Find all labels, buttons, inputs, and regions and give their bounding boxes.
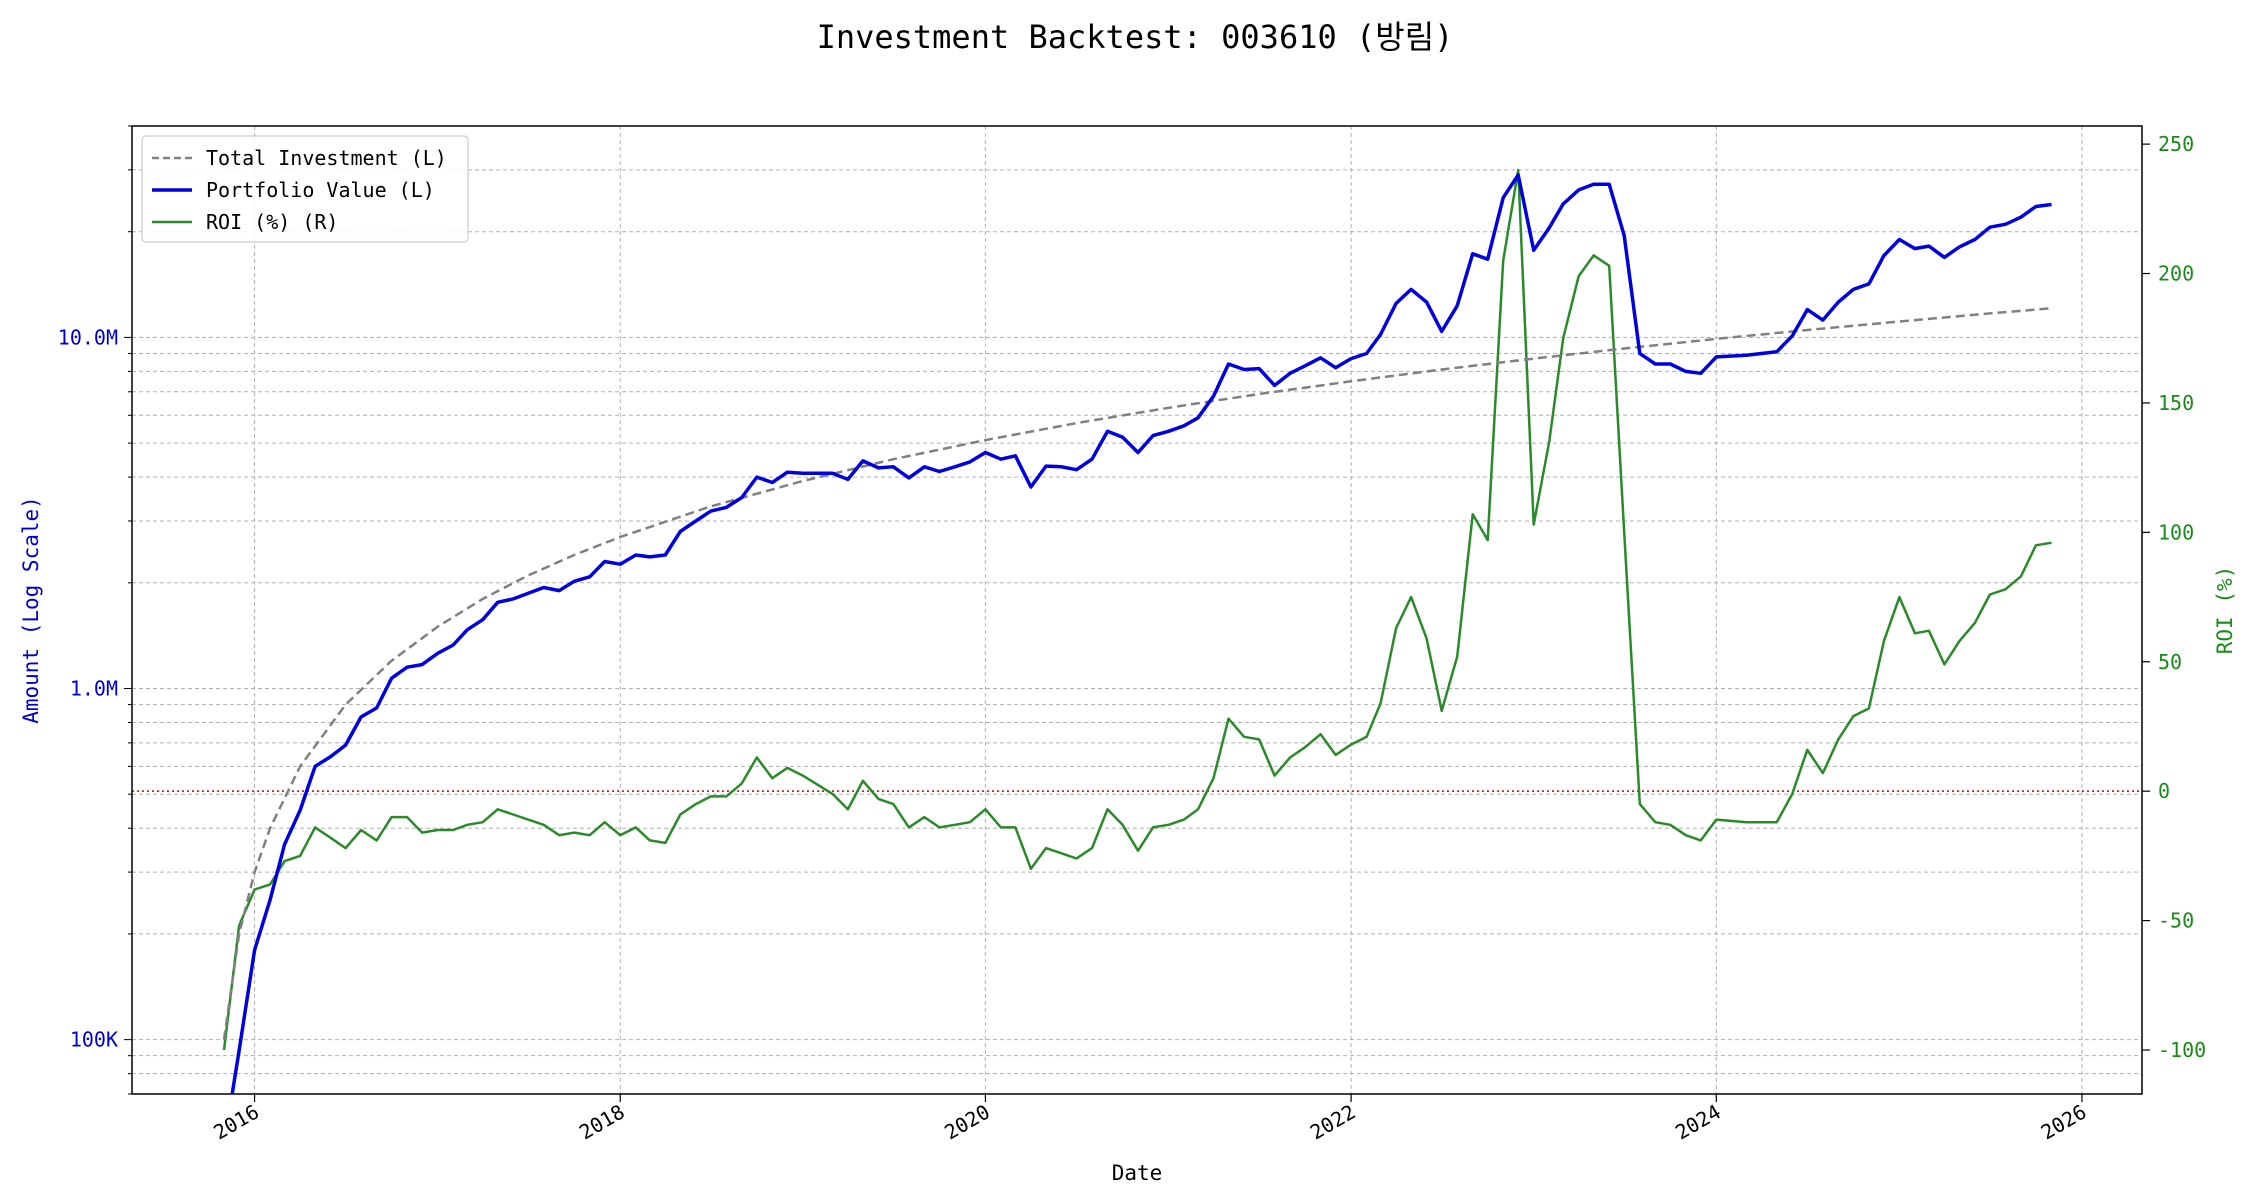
x-tick-label-2024: 2024 (1671, 1100, 1725, 1145)
y-right-tick-label: 50 (2158, 650, 2182, 674)
legend-label-portfolio-value: Portfolio Value (L) (206, 178, 435, 202)
series-portfolio-value (230, 173, 2052, 1094)
x-tick-label-2026: 2026 (2037, 1100, 2091, 1145)
y-right-tick-label: 250 (2158, 132, 2194, 156)
y-right-tick-label: -50 (2158, 909, 2194, 933)
legend: Total Investment (L) Portfolio Value (L) R… (141, 135, 469, 243)
y-right-axis-label: ROI (%) (2213, 566, 2237, 655)
y-right-tick-label: 150 (2158, 391, 2194, 415)
plot-area-frame (131, 125, 2143, 1095)
series-layer (222, 168, 2052, 1094)
y-left-tick-label: 100K (70, 1028, 118, 1052)
y-left-tick-label: 10.0M (58, 325, 118, 349)
x-tick-label-2016: 2016 (209, 1100, 263, 1145)
series-roi (222, 168, 2052, 1051)
legend-box (141, 135, 469, 243)
x-tick-label-2022: 2022 (1306, 1100, 1360, 1145)
y-right-tick-label: 200 (2158, 262, 2194, 286)
grid-layer (132, 125, 2142, 1095)
legend-label-total-investment: Total Investment (L) (206, 146, 447, 170)
y-right-tick-label: 0 (2158, 779, 2170, 803)
series-total-investment (222, 307, 2052, 1040)
ticks-layer: 2016 2018 2020 2022 2024 2026 100K 1.0M 10.0M -10… (58, 125, 2206, 1145)
y-right-tick-label: 100 (2158, 520, 2194, 544)
y-right-tick-label: -100 (2158, 1038, 2206, 1062)
legend-label-roi: ROI (%) (R) (206, 210, 338, 234)
y-left-axis-label: Amount (Log Scale) (19, 496, 43, 724)
x-tick-label-2020: 2020 (940, 1100, 994, 1145)
x-axis-label: Date (1112, 1161, 1163, 1185)
x-tick-label-2018: 2018 (575, 1100, 629, 1145)
y-left-tick-label: 1.0M (70, 677, 118, 701)
chart-title: Investment Backtest: 003610 (방림) (817, 18, 1454, 56)
